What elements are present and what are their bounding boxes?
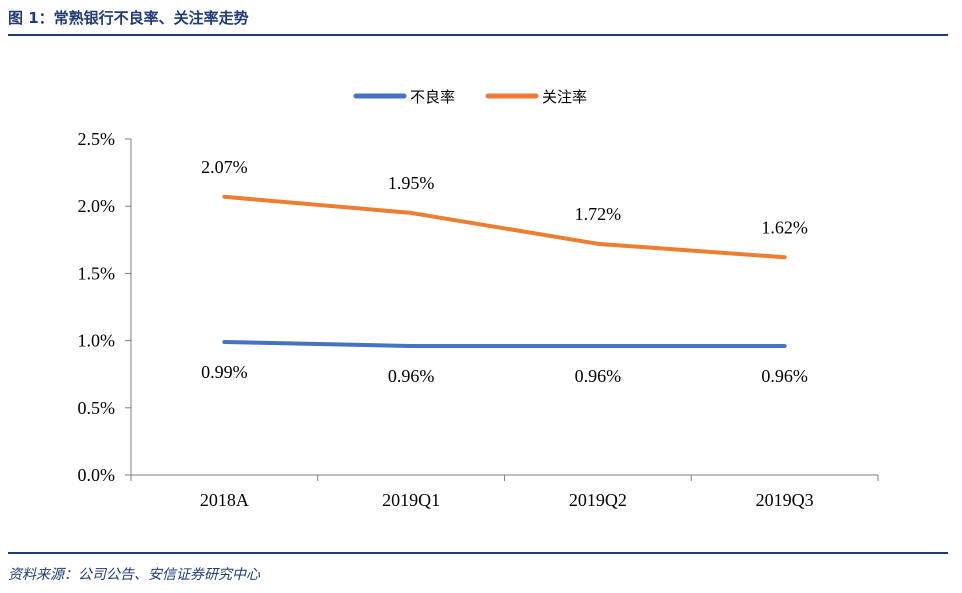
legend-label: 不良率 <box>410 88 455 106</box>
chart-series: 0.99% 0.96% 0.96% 0.96% 2.07% 1.95% 1.72% 1.62% <box>201 157 808 386</box>
data-label: 2.07% <box>201 157 248 177</box>
chart-legend: 不良率 关注率 <box>353 88 587 106</box>
chart-axes: 0.0% 0.5% 1.0% 1.5% 2.0% 2.5% 2018A 2019Q1 2019Q… <box>78 129 879 510</box>
x-tick-label: 2019Q2 <box>569 490 627 510</box>
x-tick-label: 2019Q1 <box>382 490 440 510</box>
legend-label: 关注率 <box>542 88 587 106</box>
y-tick-label: 1.0% <box>78 331 116 351</box>
data-label: 0.96% <box>575 366 622 386</box>
figure-source: 资料来源：公司公告、安信证券研究中心 <box>8 567 260 583</box>
x-tick-label: 2018A <box>200 490 249 510</box>
bottom-rule <box>8 552 948 554</box>
series-line-1 <box>222 339 787 348</box>
y-tick-label: 0.0% <box>78 465 116 485</box>
y-tick-label: 1.5% <box>78 263 116 283</box>
data-label: 0.96% <box>761 366 808 386</box>
y-tick-label: 2.5% <box>78 129 116 149</box>
top-rule <box>8 34 948 36</box>
data-label: 0.99% <box>201 362 248 382</box>
data-label: 0.96% <box>388 366 435 386</box>
y-tick-label: 2.0% <box>78 196 116 216</box>
data-label: 1.72% <box>575 204 622 224</box>
figure-title: 图 1：常熟银行不良率、关注率走势 <box>8 9 249 27</box>
y-tick-label: 0.5% <box>78 398 116 418</box>
data-label: 1.62% <box>761 217 808 237</box>
data-label: 1.95% <box>388 173 435 193</box>
series-line-2 <box>222 194 787 260</box>
x-tick-label: 2019Q3 <box>756 490 814 510</box>
